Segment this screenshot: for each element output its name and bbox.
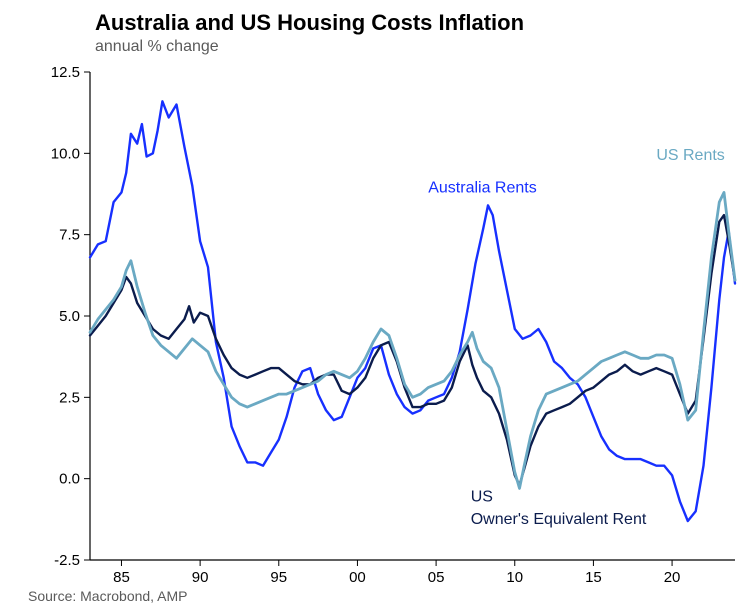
svg-text:05: 05 [428,569,445,586]
svg-text:00: 00 [349,569,366,586]
svg-text:10: 10 [506,569,523,586]
svg-text:90: 90 [192,569,209,586]
svg-text:2.5: 2.5 [59,389,80,406]
annotation: Australia Rents [428,179,536,196]
chart-container: Australia and US Housing Costs Inflation… [0,0,756,614]
svg-text:85: 85 [113,569,130,586]
svg-text:20: 20 [664,569,681,586]
svg-text:95: 95 [270,569,287,586]
series-us-rents [90,192,735,488]
annotation: US Rents [656,147,724,164]
annotation: Owner's Equivalent Rent [471,511,647,528]
chart-source: Source: Macrobond, AMP [28,588,188,604]
svg-text:10.0: 10.0 [51,145,80,162]
svg-text:7.5: 7.5 [59,227,80,244]
svg-text:-2.5: -2.5 [54,552,80,569]
chart-svg: -2.5 0.0 2.5 5.0 7.5 10.0 12.5 85 90 95 00 05 10 15 20… [0,0,756,614]
svg-text:12.5: 12.5 [51,64,80,81]
svg-text:15: 15 [585,569,602,586]
svg-text:5.0: 5.0 [59,308,80,325]
annotation: US [471,488,493,505]
series-us-owner's-equivalent-rent [90,215,735,485]
svg-text:0.0: 0.0 [59,471,80,488]
